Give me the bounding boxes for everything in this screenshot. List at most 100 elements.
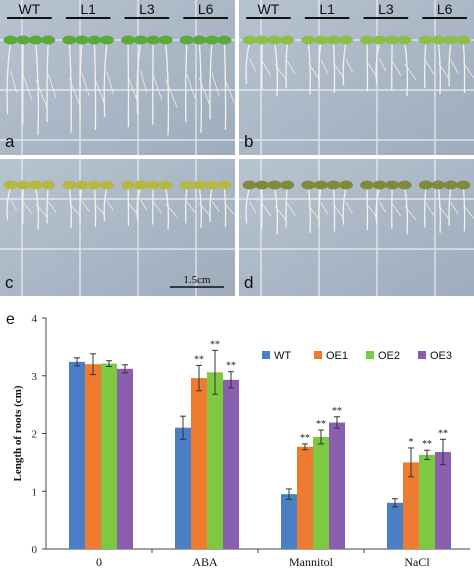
seedling-leaves bbox=[443, 180, 458, 190]
seedling-root bbox=[68, 41, 72, 133]
seedling-leaves bbox=[28, 35, 43, 45]
plate-background bbox=[239, 0, 474, 155]
lateral-root bbox=[308, 205, 320, 220]
seedling-root bbox=[274, 186, 279, 235]
seedling-leaves bbox=[397, 35, 412, 45]
seedling-leaves bbox=[338, 35, 353, 45]
x-tick-label: Mannitol bbox=[289, 555, 334, 568]
panel-letter: b bbox=[244, 132, 253, 151]
seedling-leaves bbox=[418, 35, 433, 45]
seedling-leaves bbox=[301, 180, 316, 190]
bar-OE1-0 bbox=[85, 364, 101, 549]
seedling-root bbox=[136, 41, 142, 114]
seedling-root bbox=[198, 41, 202, 133]
seedlings bbox=[242, 35, 474, 97]
bar-OE1-Mannitol bbox=[297, 446, 313, 549]
bar-OE2-Mannitol bbox=[313, 436, 329, 549]
seedling-root bbox=[136, 186, 142, 220]
lateral-root bbox=[450, 59, 459, 74]
lateral-root bbox=[22, 201, 33, 214]
seedling-leaves bbox=[397, 180, 412, 190]
bar-OE2-NaCl bbox=[419, 454, 435, 549]
bar-WT-ABA bbox=[175, 427, 191, 549]
lateral-root bbox=[165, 203, 178, 217]
significance-mark: ** bbox=[300, 433, 310, 444]
seedling-root bbox=[245, 41, 251, 84]
lateral-root bbox=[425, 202, 435, 216]
seedling-root bbox=[462, 41, 466, 93]
lateral-root bbox=[224, 77, 235, 104]
seedling-leaves bbox=[267, 35, 282, 45]
seedling-leaves bbox=[372, 35, 387, 45]
seedling-root bbox=[245, 186, 251, 224]
lateral-root bbox=[450, 202, 459, 215]
seedling-leaves bbox=[313, 35, 328, 45]
lateral-root bbox=[333, 204, 344, 219]
seedling-leaves bbox=[41, 35, 56, 45]
seedling-root bbox=[375, 186, 381, 224]
seedling-root bbox=[184, 186, 188, 224]
significance-mark: ** bbox=[194, 354, 204, 365]
genotype-label: L6 bbox=[437, 1, 453, 17]
seedling-root bbox=[307, 41, 311, 95]
bar-OE3-Mannitol bbox=[329, 422, 345, 549]
seedling-root bbox=[462, 186, 466, 232]
seedling-root bbox=[223, 41, 227, 130]
seedling-root bbox=[437, 41, 441, 95]
seedling-leaves bbox=[121, 35, 136, 45]
seedling-root bbox=[285, 186, 288, 228]
photo-panel-a: WT L1 L3 L6 a bbox=[0, 0, 235, 155]
lateral-root bbox=[438, 62, 450, 79]
seedling-root bbox=[423, 186, 427, 228]
seedling-leaves bbox=[192, 35, 207, 45]
seedling-leaves bbox=[62, 180, 77, 190]
bar-OE1-NaCl bbox=[403, 462, 419, 549]
lateral-root bbox=[404, 205, 417, 221]
lateral-root bbox=[211, 200, 220, 212]
significance-mark: ** bbox=[226, 361, 236, 372]
seedlings bbox=[3, 35, 235, 136]
legend-swatch-OE1 bbox=[314, 351, 322, 359]
lateral-root bbox=[186, 73, 196, 99]
seedling-leaves bbox=[74, 35, 89, 45]
seedling-leaves bbox=[313, 180, 328, 190]
x-tick-label: ABA bbox=[192, 555, 218, 568]
lateral-root bbox=[47, 73, 57, 99]
seedling-leaves bbox=[385, 180, 400, 190]
lateral-root bbox=[94, 202, 105, 216]
seedling-leaves bbox=[360, 180, 375, 190]
legend-label: WT bbox=[274, 350, 291, 362]
seedling-leaves bbox=[158, 35, 173, 45]
lateral-root bbox=[69, 203, 81, 217]
lateral-root bbox=[22, 74, 33, 100]
bar-OE3-NaCl bbox=[435, 451, 451, 549]
y-tick-label: 1 bbox=[32, 486, 38, 498]
lateral-root bbox=[152, 201, 163, 214]
genotype-label: L3 bbox=[378, 1, 394, 17]
lateral-root bbox=[140, 70, 147, 93]
lateral-root bbox=[165, 79, 178, 108]
plate-background bbox=[0, 0, 235, 155]
lateral-root bbox=[463, 204, 474, 219]
y-tick-label: 0 bbox=[32, 544, 38, 556]
bar-OE2-0 bbox=[101, 363, 117, 549]
lateral-root bbox=[379, 58, 386, 72]
seedling-leaves bbox=[456, 180, 471, 190]
seedling-root bbox=[35, 186, 40, 230]
lateral-root bbox=[152, 74, 163, 100]
photo-panel-b: WT L1 L3 L6 b bbox=[239, 0, 474, 155]
seedling-leaves bbox=[267, 180, 282, 190]
seedling-leaves bbox=[87, 180, 102, 190]
seedling-leaves bbox=[301, 35, 316, 45]
seedling-root bbox=[165, 186, 170, 230]
seedling-root bbox=[342, 41, 347, 86]
seedling-root bbox=[93, 186, 97, 228]
seedling-leaves bbox=[456, 35, 471, 45]
legend-swatch-OE2 bbox=[366, 351, 374, 359]
seedling-root bbox=[223, 186, 227, 228]
seedling-root bbox=[93, 41, 97, 130]
lateral-root bbox=[81, 72, 90, 97]
seedling-root bbox=[423, 41, 427, 89]
lateral-root bbox=[463, 62, 474, 78]
